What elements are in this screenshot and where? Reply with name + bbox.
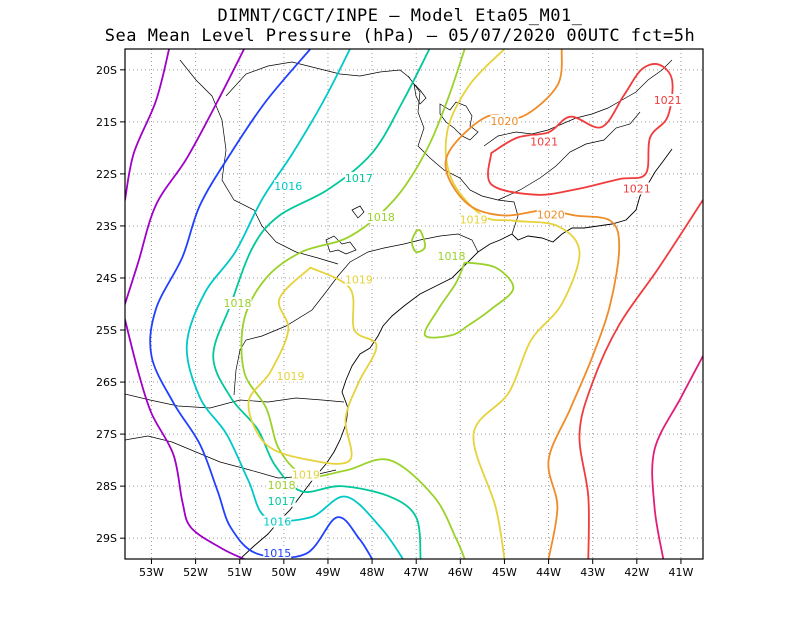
y-tick-label: 26S [96, 376, 117, 389]
y-tick-label: 29S [96, 532, 117, 545]
state-border [125, 393, 345, 409]
contour-1014 [125, 318, 245, 559]
x-tick-label: 45W [492, 566, 517, 579]
x-tick-label: 52W [183, 566, 208, 579]
state-border [497, 111, 641, 201]
contour-label-bg [622, 182, 651, 195]
plot-frame [124, 48, 704, 560]
contour-1018 [423, 261, 515, 339]
contour-label-bg [267, 494, 296, 507]
contour-1018 [410, 229, 427, 254]
contour-label-bg [267, 479, 296, 492]
contour-1018 [240, 49, 466, 559]
contour-1021 [578, 199, 703, 559]
x-tick-label: 49W [316, 566, 341, 579]
contour-label-bg [653, 94, 682, 107]
contour-label-1018: 1018 [268, 479, 296, 492]
contour-label-1019: 1019 [460, 214, 488, 227]
contour-label-bg [276, 369, 305, 382]
y-tick-label: 24S [96, 272, 117, 285]
state-border [225, 61, 411, 97]
contour-label-1015: 1015 [263, 547, 291, 560]
y-tick-label: 25S [96, 324, 117, 337]
contour-label-bg [490, 114, 519, 127]
x-tick-label: 41W [669, 566, 694, 579]
contour-1014 [125, 49, 170, 201]
x-tick-label: 50W [271, 566, 296, 579]
y-tick-label: 28S [96, 480, 117, 493]
x-tick-label: 48W [360, 566, 385, 579]
contour-label-1021: 1021 [654, 94, 682, 107]
y-tick-label: 22S [96, 168, 117, 181]
contour-label-bg [344, 273, 373, 286]
y-tick-label: 27S [96, 428, 117, 441]
state-border [233, 233, 479, 396]
contour-1014 [125, 49, 245, 305]
y-tick-label: 23S [96, 220, 117, 233]
coastline [239, 148, 673, 559]
y-tick-label: 21S [96, 116, 117, 129]
contour-1019 [444, 49, 581, 559]
contour-label-1016: 1016 [274, 180, 302, 193]
reservoir [439, 101, 479, 141]
contour-label-1021: 1021 [530, 136, 558, 149]
contour-label-bg [536, 208, 565, 221]
contour-1022 [651, 355, 703, 559]
contour-1015 [149, 49, 373, 559]
reservoir [325, 235, 357, 255]
state-border [179, 59, 339, 265]
contour-label-bg [344, 172, 373, 185]
contour-label-bg [274, 179, 303, 192]
map-boundaries [125, 59, 673, 559]
contour-lines [125, 49, 703, 559]
contour-label-bg [291, 468, 320, 481]
contour-label-1018: 1018 [224, 297, 252, 310]
state-border [483, 59, 673, 147]
contour-label-1016: 1016 [263, 516, 291, 529]
contour-1016 [185, 49, 404, 559]
contour-label-1021: 1021 [623, 183, 651, 196]
contour-label-1019: 1019 [276, 370, 304, 383]
contour-label-1019: 1019 [345, 274, 373, 287]
contour-label-1017: 1017 [345, 172, 373, 185]
contour-label-1020: 1020 [537, 209, 565, 222]
contour-label-bg [263, 515, 292, 528]
contour-label-bg [366, 211, 395, 224]
state-border [407, 75, 519, 235]
x-tick-label: 53W [139, 566, 164, 579]
x-tick-label: 51W [227, 566, 252, 579]
contour-label-bg [223, 297, 252, 309]
contour-label-1019: 1019 [292, 469, 320, 482]
contour-label-bg [263, 546, 292, 559]
contour-label-1018: 1018 [367, 211, 395, 224]
x-tick-label: 42W [624, 566, 649, 579]
reservoir [413, 82, 427, 105]
contour-1021 [487, 63, 674, 196]
contour-label-bg [459, 213, 488, 226]
x-tick-label: 44W [536, 566, 561, 579]
reservoir [351, 205, 365, 219]
x-tick-label: 43W [580, 566, 605, 579]
contour-labels: 1015101610161017101710181018101810181019… [223, 94, 682, 560]
chart-title: DIMNT/CGCT/INPE – Model Eta05_M01_ [217, 6, 583, 26]
y-tick-label: 20S [96, 64, 117, 77]
x-tick-label: 46W [448, 566, 473, 579]
contour-label-1017: 1017 [268, 495, 296, 508]
contour-label-1020: 1020 [490, 115, 518, 128]
contour-label-bg [530, 135, 559, 148]
contour-label-bg [437, 250, 466, 263]
chart-subtitle: Sea Mean Level Pressure (hPa) – 05/07/20… [104, 26, 696, 46]
grid-lines [125, 49, 703, 559]
axes: 53W 52W 51W 50W 49W 48W 47W 46W 45W 44W 43W 42W 41W 2… [96, 64, 693, 579]
contour-label-1018: 1018 [438, 250, 466, 263]
x-tick-label: 47W [404, 566, 429, 579]
contour-1019 [247, 266, 378, 465]
